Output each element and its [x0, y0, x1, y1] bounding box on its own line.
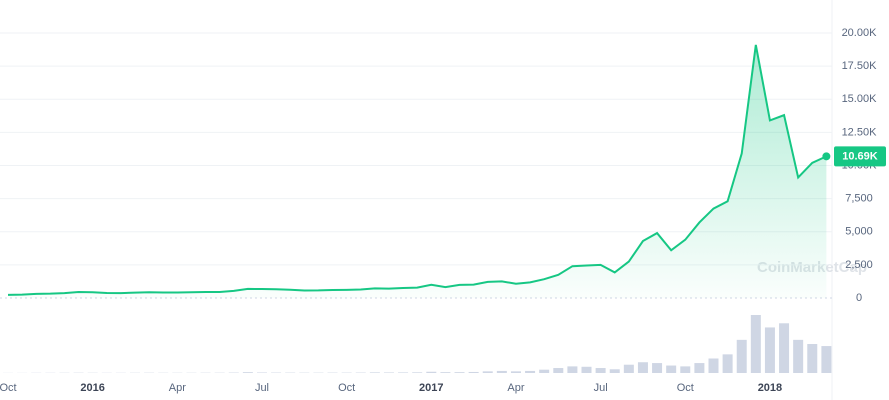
volume-bar [426, 371, 437, 373]
volume-bar [807, 344, 818, 373]
volume-bar [680, 366, 691, 373]
y-tick-label: 7,500 [845, 193, 873, 205]
x-tick-label: Oct [0, 382, 17, 394]
volume-bar [567, 366, 578, 373]
x-tick-label: Oct [677, 382, 694, 394]
volume-bar [581, 366, 592, 373]
volume-bar [510, 371, 521, 373]
y-tick-label: 17.50K [842, 60, 878, 72]
volume-bar [793, 339, 804, 373]
volume-bar [496, 370, 507, 373]
volume-bar [722, 354, 733, 373]
y-tick-label: 12.50K [842, 126, 878, 138]
volume-bar [708, 358, 719, 373]
x-tick-label: Jul [255, 382, 269, 394]
volume-bar [525, 370, 536, 373]
volume-bar [412, 372, 423, 373]
volume-bar [454, 372, 465, 373]
x-tick-label: Oct [338, 382, 355, 394]
current-dot [822, 152, 831, 161]
volume-bar [637, 362, 648, 373]
volume-bar [440, 372, 451, 373]
y-tick-label: 5,000 [845, 226, 873, 238]
volume-bar [736, 339, 747, 373]
x-tick-label: 2016 [80, 382, 104, 394]
x-tick-label: 2017 [419, 382, 443, 394]
volume-bar [623, 364, 634, 373]
volume-bar [383, 372, 394, 373]
y-tick-label: 15.00K [842, 93, 878, 105]
x-tick-label: Jul [594, 382, 608, 394]
y-tick-label: 2,500 [845, 259, 873, 271]
volume-bar [764, 327, 775, 373]
volume-bar [468, 371, 479, 373]
volume-bar [539, 369, 550, 373]
y-tick-label: 0 [856, 292, 862, 304]
y-tick-label: 20.00K [842, 27, 878, 39]
volume-bar [750, 315, 761, 373]
x-tick-label: 2018 [758, 382, 782, 394]
volume-bar [242, 372, 253, 373]
current-badge [834, 146, 886, 167]
volume-bar [821, 346, 832, 373]
volume-bar [369, 372, 380, 373]
volume-bar [666, 365, 677, 373]
current-label: 10.69K [842, 150, 878, 162]
x-tick-label: Apr [507, 382, 524, 394]
volume-bar [652, 363, 663, 373]
volume-bar [694, 363, 705, 373]
volume-bar [779, 323, 790, 373]
volume-bar [398, 372, 409, 373]
volume-bar [609, 369, 620, 373]
volume-bar [553, 368, 564, 373]
x-tick-label: Apr [169, 382, 186, 394]
price-line [7, 44, 827, 296]
price-area [8, 44, 827, 298]
volume-bar [595, 368, 606, 373]
volume-bar [482, 371, 493, 373]
